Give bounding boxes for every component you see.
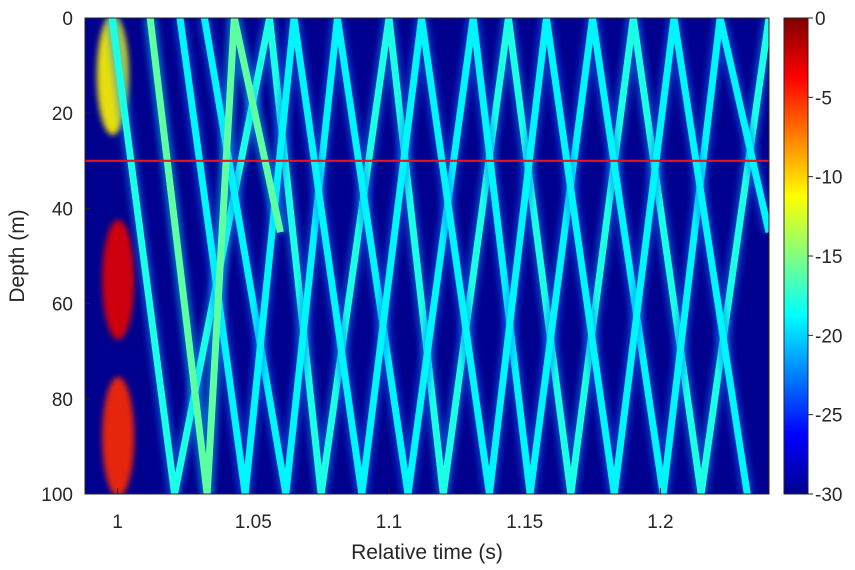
colorbar: 0 -5 -10 -15 -20 -25 -30 [783, 9, 842, 506]
ridge-4 [146, 18, 284, 494]
x-tick-label: 1.1 [376, 512, 402, 533]
x-tick-label: 1.15 [506, 512, 543, 533]
hotspot-2 [102, 376, 135, 494]
hotspot-1 [102, 219, 135, 340]
y-tick-label: 60 [52, 295, 73, 316]
y-tick-label: 80 [52, 390, 73, 411]
plot-frame [84, 17, 770, 495]
ridge-3 [176, 18, 751, 494]
y-tick-label: 40 [52, 199, 73, 220]
plot-area [84, 17, 770, 495]
y-tick-label: 20 [52, 104, 73, 125]
colorbar-tick-label: -20 [815, 326, 842, 347]
y-axis: 0 20 40 60 80 100 [41, 9, 91, 506]
x-axis-label: Relative time (s) [351, 541, 503, 564]
colorbar-tick-label: -5 [815, 88, 832, 109]
colorbar-tick-label: -15 [815, 247, 842, 268]
colorbar-gradient [783, 17, 809, 495]
x-tick-label: 1.2 [647, 512, 673, 533]
x-tick-label: 1.05 [235, 512, 272, 533]
ridge-2 [200, 18, 769, 494]
x-axis: 1 1.05 1.1 1.15 1.2 [112, 488, 674, 533]
y-axis-label: Depth (m) [6, 209, 29, 302]
colorbar-tick-label: -25 [815, 406, 842, 427]
colorbar-tick-label: -30 [815, 485, 842, 506]
y-tick-label: 0 [62, 9, 73, 30]
colorbar-ticks: 0 -5 -10 -15 -20 -25 -30 [808, 9, 842, 506]
colorbar-tick-label: -10 [815, 168, 842, 189]
heatmap-layer [96, 18, 769, 494]
colorbar-tick-label: 0 [815, 9, 826, 30]
x-tick-label: 1 [112, 512, 123, 533]
y-tick-label: 100 [41, 485, 73, 506]
